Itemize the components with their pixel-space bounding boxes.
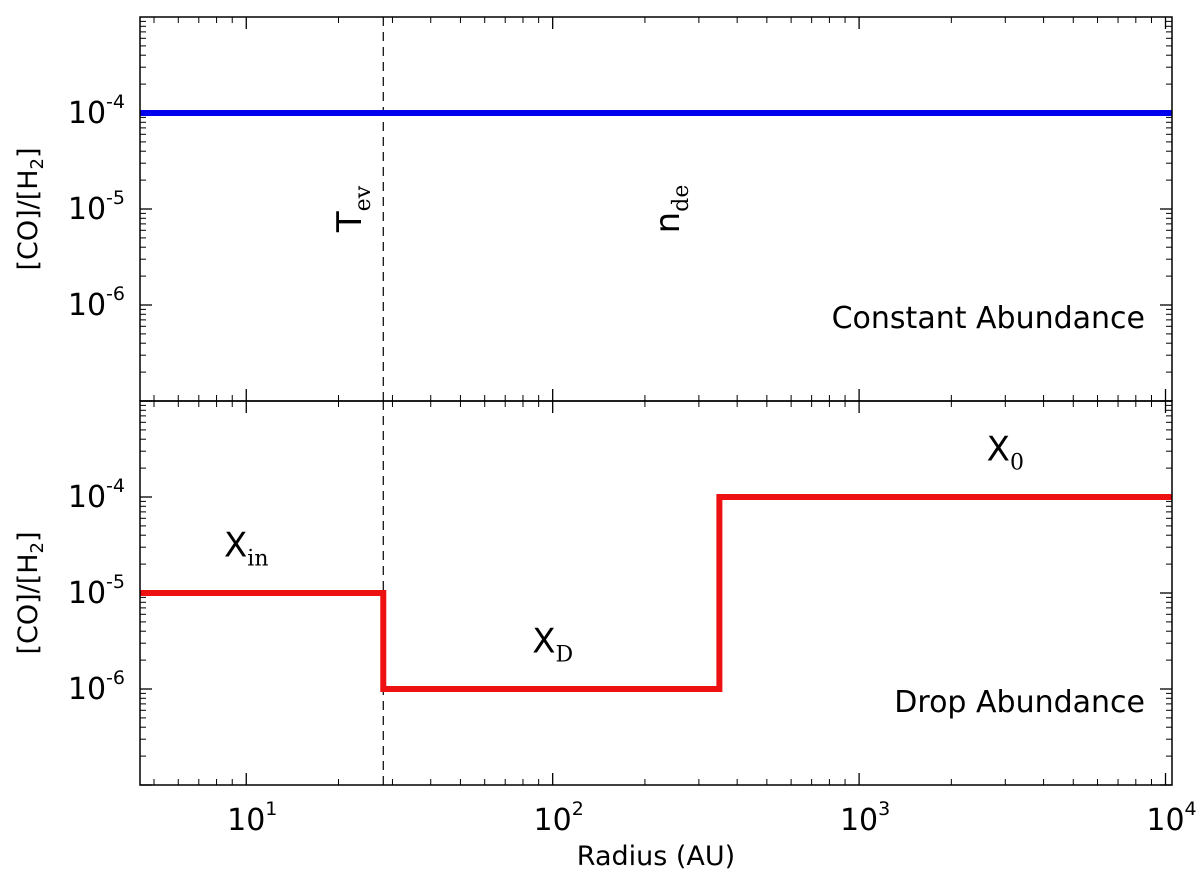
x-tick-label: 102	[534, 798, 584, 838]
y-tick-label: 10-6	[68, 667, 125, 707]
y-tick-label: 10-4	[68, 475, 125, 515]
y-tick-label: 10-5	[68, 187, 125, 227]
region-label: X0	[987, 429, 1024, 475]
y-tick-base: 10	[68, 480, 106, 515]
y-tick-label: 10-4	[68, 91, 125, 131]
top-annotation: Constant Abundance	[832, 301, 1145, 336]
y-tick-label: 10-6	[68, 283, 125, 323]
region-label-main: n	[648, 212, 688, 234]
x-tick-label: 103	[840, 798, 890, 838]
x-tick-exp: 1	[265, 798, 277, 820]
y-tick-exp: -5	[106, 571, 125, 593]
region-label: nde	[648, 185, 694, 234]
region-label: Tev	[330, 185, 376, 233]
x-tick-base: 10	[840, 803, 878, 838]
top-panel: 10-410-510-6[CO]/[H2]Constant AbundanceT…	[13, 16, 1173, 402]
x-tick-label: 104	[1146, 798, 1196, 838]
x-tick-exp: 4	[1185, 798, 1197, 820]
y-axis-label-end: ]	[13, 147, 44, 158]
y-tick-exp: -6	[106, 667, 125, 689]
region-label-main: X	[987, 429, 1010, 469]
y-axis-label-sub: 2	[27, 158, 48, 169]
x-tick-base: 10	[534, 803, 572, 838]
y-axis-label-main: [CO]/[H	[13, 169, 44, 270]
x-tick-base: 10	[227, 803, 265, 838]
region-label-sub: 0	[1010, 450, 1024, 475]
region-label-sub: de	[669, 185, 694, 212]
x-tick-exp: 3	[878, 798, 890, 820]
x-tick-exp: 2	[572, 798, 584, 820]
bottom-plot-frame	[139, 400, 1173, 786]
y-tick-base: 10	[68, 576, 106, 611]
region-label-main: T	[330, 211, 370, 233]
top-plot-frame	[139, 16, 1173, 402]
x-tick-base: 10	[1146, 803, 1184, 838]
x-axis-label: Radius (AU)	[577, 841, 735, 872]
y-axis-label: [CO]/[H2]	[13, 531, 48, 654]
y-tick-exp: -4	[106, 475, 125, 497]
bottom-annotation: Drop Abundance	[894, 685, 1145, 720]
region-label: Xin	[224, 525, 269, 571]
y-tick-base: 10	[68, 288, 106, 323]
y-tick-exp: -4	[106, 91, 125, 113]
y-axis-label-main: [CO]/[H	[13, 553, 44, 654]
y-axis-label: [CO]/[H2]	[13, 147, 48, 270]
region-label: XD	[532, 621, 573, 667]
y-tick-base: 10	[68, 672, 106, 707]
y-tick-base: 10	[68, 192, 106, 227]
y-tick-exp: -5	[106, 187, 125, 209]
y-tick-label: 10-5	[68, 571, 125, 611]
region-label-sub: ev	[351, 185, 376, 211]
region-label-main: X	[532, 621, 555, 661]
region-label-sub: in	[247, 546, 268, 571]
y-axis-label-end: ]	[13, 531, 44, 542]
bottom-series-line	[140, 494, 1172, 692]
region-label-sub: D	[556, 642, 574, 667]
y-tick-exp: -6	[106, 283, 125, 305]
region-label-main: X	[224, 525, 247, 565]
y-axis-label-sub: 2	[27, 542, 48, 553]
y-tick-base: 10	[68, 96, 106, 131]
x-tick-label: 101	[227, 798, 277, 838]
